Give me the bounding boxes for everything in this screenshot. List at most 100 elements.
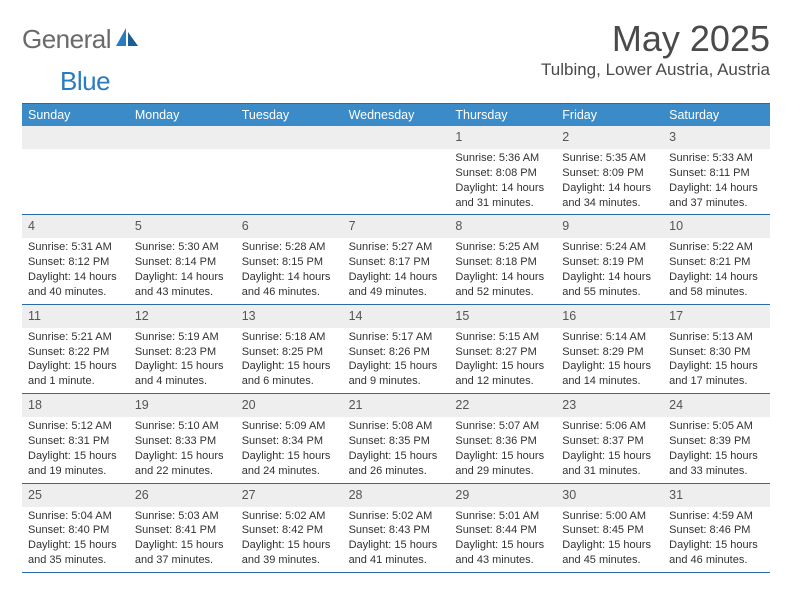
day-8: 8Sunrise: 5:25 AMSunset: 8:18 PMDaylight… — [449, 215, 556, 303]
logo-text-2: Blue — [22, 66, 110, 97]
month-title: May 2025 — [541, 18, 770, 60]
day-number: 29 — [455, 488, 469, 502]
sunset-line: Sunset: 8:08 PM — [455, 166, 550, 181]
sunset-line: Sunset: 8:31 PM — [28, 434, 123, 449]
day-number: 31 — [669, 488, 683, 502]
day-number-bar: 16 — [556, 305, 663, 328]
day-number: 4 — [28, 219, 35, 233]
daylight-line: Daylight: 14 hours and 31 minutes. — [455, 181, 550, 211]
day-details: Sunrise: 5:14 AMSunset: 8:29 PMDaylight:… — [556, 328, 663, 393]
day-number-bar: 4 — [22, 215, 129, 238]
day-empty: . — [236, 126, 343, 214]
day-22: 22 Sunrise: 5:07 AMSunset: 8:36 PMDayligh… — [449, 394, 556, 482]
sunset-line: Sunset: 8:40 PM — [28, 523, 123, 538]
daylight-line: Daylight: 15 hours and 22 minutes. — [135, 449, 230, 479]
day-25: 25Sunrise: 5:04 AMSunset: 8:40 PMDayligh… — [22, 484, 129, 572]
day-number-bar: 29 — [449, 484, 556, 507]
day-number-bar: 30 — [556, 484, 663, 507]
sunset-line: Sunset: 8:46 PM — [669, 523, 764, 538]
daylight-line: Daylight: 15 hours and 12 minutes. — [455, 359, 550, 389]
day-details: Sunrise: 5:28 AMSunset: 8:15 PMDaylight:… — [236, 238, 343, 303]
day-18: 18Sunrise: 5:12 AMSunset: 8:31 PMDayligh… — [22, 394, 129, 482]
sunrise-line: Sunrise: 5:10 AM — [135, 419, 230, 434]
daylight-line: Daylight: 15 hours and 4 minutes. — [135, 359, 230, 389]
day-2: 2Sunrise: 5:35 AMSunset: 8:09 PMDaylight… — [556, 126, 663, 214]
day-1: 1Sunrise: 5:36 AMSunset: 8:08 PMDaylight… — [449, 126, 556, 214]
week-row: ....1Sunrise: 5:36 AMSunset: 8:08 PMDayl… — [22, 126, 770, 214]
dow-friday: Friday — [556, 104, 663, 126]
sunset-line: Sunset: 8:09 PM — [562, 166, 657, 181]
day-number: 22 — [455, 398, 469, 412]
day-number-bar: 21 — [343, 394, 450, 417]
calendar: SundayMondayTuesdayWednesdayThursdayFrid… — [22, 103, 770, 573]
sunrise-line: Sunrise: 5:21 AM — [28, 330, 123, 345]
sunrise-line: Sunrise: 5:35 AM — [562, 151, 657, 166]
day-details: Sunrise: 5:07 AMSunset: 8:36 PMDaylight:… — [449, 417, 556, 482]
sunrise-line: Sunrise: 5:25 AM — [455, 240, 550, 255]
logo: General — [22, 18, 141, 55]
day-23: 23Sunrise: 5:06 AMSunset: 8:37 PMDayligh… — [556, 394, 663, 482]
day-number-bar: 23 — [556, 394, 663, 417]
sunrise-line: Sunrise: 5:13 AM — [669, 330, 764, 345]
day-details: Sunrise: 5:15 AMSunset: 8:27 PMDaylight:… — [449, 328, 556, 393]
sunset-line: Sunset: 8:17 PM — [349, 255, 444, 270]
day-details: Sunrise: 5:25 AMSunset: 8:18 PMDaylight:… — [449, 238, 556, 303]
day-number: 19 — [135, 398, 149, 412]
sunset-line: Sunset: 8:34 PM — [242, 434, 337, 449]
day-number-bar: 1 — [449, 126, 556, 149]
day-number: 24 — [669, 398, 683, 412]
sunset-line: Sunset: 8:29 PM — [562, 345, 657, 360]
sunset-line: Sunset: 8:19 PM — [562, 255, 657, 270]
day-4: 4Sunrise: 5:31 AMSunset: 8:12 PMDaylight… — [22, 215, 129, 303]
daylight-line: Daylight: 14 hours and 49 minutes. — [349, 270, 444, 300]
sunset-line: Sunset: 8:12 PM — [28, 255, 123, 270]
sunset-line: Sunset: 8:18 PM — [455, 255, 550, 270]
sunset-line: Sunset: 8:42 PM — [242, 523, 337, 538]
day-empty: . — [129, 126, 236, 214]
sunrise-line: Sunrise: 5:01 AM — [455, 509, 550, 524]
day-number-bar: 31 — [663, 484, 770, 507]
sunrise-line: Sunrise: 5:03 AM — [135, 509, 230, 524]
day-5: 5Sunrise: 5:30 AMSunset: 8:14 PMDaylight… — [129, 215, 236, 303]
day-14: 14Sunrise: 5:17 AMSunset: 8:26 PMDayligh… — [343, 305, 450, 393]
dow-tuesday: Tuesday — [236, 104, 343, 126]
day-11: 11Sunrise: 5:21 AMSunset: 8:22 PMDayligh… — [22, 305, 129, 393]
daylight-line: Daylight: 15 hours and 1 minute. — [28, 359, 123, 389]
day-number: 18 — [28, 398, 42, 412]
day-24: 24Sunrise: 5:05 AMSunset: 8:39 PMDayligh… — [663, 394, 770, 482]
day-of-week-row: SundayMondayTuesdayWednesdayThursdayFrid… — [22, 104, 770, 126]
daylight-line: Daylight: 15 hours and 29 minutes. — [455, 449, 550, 479]
sunrise-line: Sunrise: 5:07 AM — [455, 419, 550, 434]
day-details: Sunrise: 5:33 AMSunset: 8:11 PMDaylight:… — [663, 149, 770, 214]
daylight-line: Daylight: 15 hours and 24 minutes. — [242, 449, 337, 479]
day-number: 6 — [242, 219, 249, 233]
day-number-bar: 12 — [129, 305, 236, 328]
day-7: 7Sunrise: 5:27 AMSunset: 8:17 PMDaylight… — [343, 215, 450, 303]
sunrise-line: Sunrise: 5:12 AM — [28, 419, 123, 434]
daylight-line: Daylight: 15 hours and 9 minutes. — [349, 359, 444, 389]
day-number: 27 — [242, 488, 256, 502]
sunrise-line: Sunrise: 5:30 AM — [135, 240, 230, 255]
day-number-bar: 24 — [663, 394, 770, 417]
daylight-line: Daylight: 15 hours and 17 minutes. — [669, 359, 764, 389]
sunset-line: Sunset: 8:25 PM — [242, 345, 337, 360]
day-9: 9Sunrise: 5:24 AMSunset: 8:19 PMDaylight… — [556, 215, 663, 303]
sunrise-line: Sunrise: 5:28 AM — [242, 240, 337, 255]
sunrise-line: Sunrise: 5:24 AM — [562, 240, 657, 255]
daylight-line: Daylight: 15 hours and 46 minutes. — [669, 538, 764, 568]
dow-thursday: Thursday — [449, 104, 556, 126]
day-13: 13Sunrise: 5:18 AMSunset: 8:25 PMDayligh… — [236, 305, 343, 393]
sunset-line: Sunset: 8:30 PM — [669, 345, 764, 360]
day-number: 13 — [242, 309, 256, 323]
sunrise-line: Sunrise: 5:14 AM — [562, 330, 657, 345]
logo-sail-icon — [115, 26, 139, 53]
day-26: 26Sunrise: 5:03 AMSunset: 8:41 PMDayligh… — [129, 484, 236, 572]
day-number-bar: 9 — [556, 215, 663, 238]
day-details: Sunrise: 4:59 AMSunset: 8:46 PMDaylight:… — [663, 507, 770, 572]
day-number-bar: 22 — [449, 394, 556, 417]
day-details: Sunrise: 5:10 AMSunset: 8:33 PMDaylight:… — [129, 417, 236, 482]
day-details: Sunrise: 5:03 AMSunset: 8:41 PMDaylight:… — [129, 507, 236, 572]
sunrise-line: Sunrise: 5:27 AM — [349, 240, 444, 255]
day-number: 3 — [669, 130, 676, 144]
day-details: Sunrise: 5:17 AMSunset: 8:26 PMDaylight:… — [343, 328, 450, 393]
